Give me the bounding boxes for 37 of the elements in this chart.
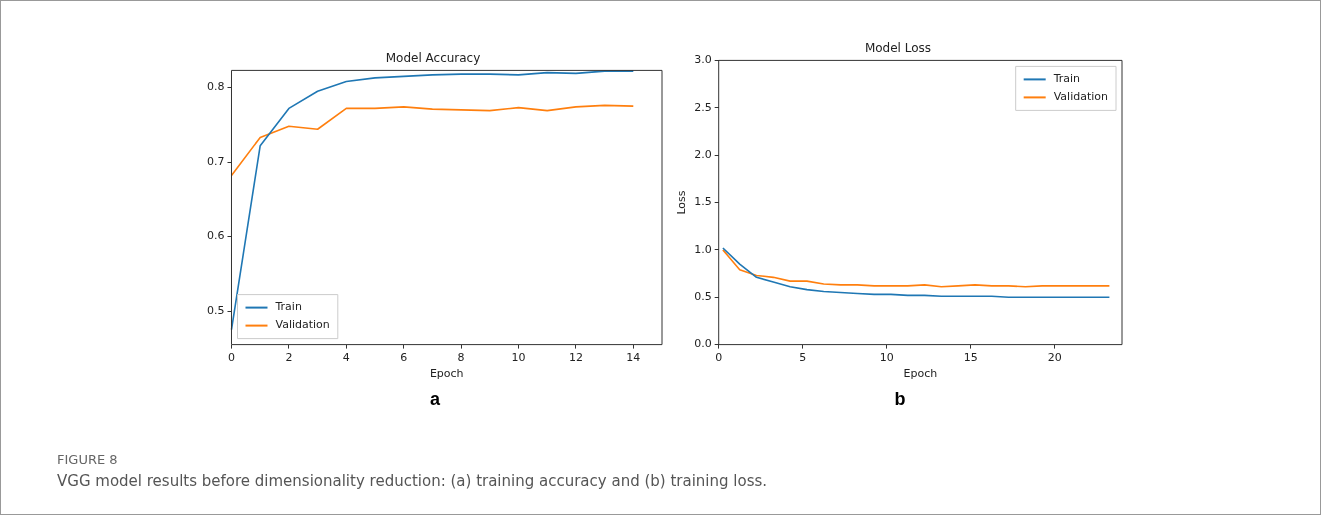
y-tick-label: 0.5 (694, 290, 712, 304)
x-tick-label: 20 (1047, 351, 1062, 365)
x-axis-title: Epoch (429, 367, 464, 381)
x-tick-label: 10 (511, 351, 526, 365)
y-tick-label: 0.0 (694, 337, 712, 351)
x-tick-label: 10 (879, 351, 894, 365)
x-tick-label: 5 (799, 351, 807, 365)
legend-label: Validation (1053, 90, 1109, 104)
caption: FIGURE 8 (57, 452, 118, 467)
text: VGG model results before dimensionality reduction: (a) training accuracy and (b) training loss. (57, 472, 768, 490)
chart-title: Model Accuracy (385, 51, 481, 66)
x-tick-label: 12 (568, 351, 583, 365)
legend-label: Train (274, 300, 302, 314)
x-tick-label: 2 (285, 351, 293, 365)
y-tick-label: 1.5 (694, 195, 712, 209)
x-tick-label: 6 (400, 351, 408, 365)
text: a (429, 389, 441, 410)
text: b (893, 389, 907, 410)
x-tick-label: 0 (227, 351, 235, 365)
legend-label: Validation (275, 318, 330, 332)
y-tick-label: 0.6 (206, 229, 225, 243)
y-tick-label: 0.7 (206, 154, 225, 168)
y-tick-label: 0.5 (206, 303, 225, 317)
x-tick-label: 8 (457, 351, 465, 365)
x-tick-label: 4 (342, 351, 350, 365)
legend-label: Train (1052, 72, 1081, 86)
x-tick-label: 0 (715, 351, 723, 365)
y-tick-label: 1.0 (694, 242, 712, 256)
y-tick-label: 0.8 (206, 80, 225, 94)
y-axis-title: Loss (675, 190, 689, 215)
chart-title: Model Loss (864, 41, 932, 56)
y-tick-label: 3.0 (694, 53, 712, 67)
y-tick-label: 2.5 (694, 100, 712, 114)
x-tick-label: 14 (626, 351, 641, 365)
x-axis-title: Epoch (903, 367, 938, 381)
x-tick-label: 15 (963, 351, 978, 365)
y-tick-label: 2.0 (694, 147, 712, 161)
